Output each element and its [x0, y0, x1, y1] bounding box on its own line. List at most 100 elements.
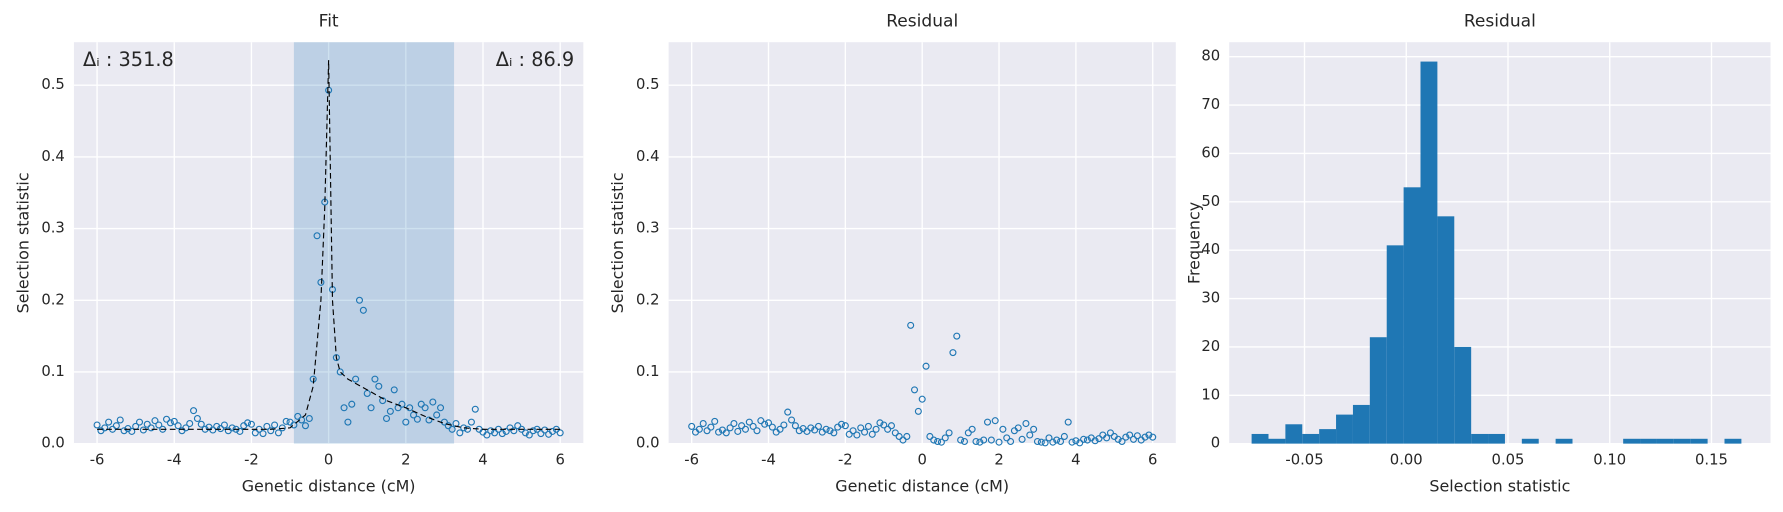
point: [891, 429, 899, 437]
point: [811, 426, 819, 434]
point: [1133, 432, 1141, 440]
point: [776, 425, 784, 433]
point: [934, 437, 942, 445]
point: [1030, 425, 1038, 433]
point: [294, 412, 302, 420]
x-tick-label: 6: [555, 452, 564, 469]
bar: [1555, 438, 1573, 444]
point: [1018, 435, 1026, 443]
point: [425, 416, 433, 424]
point: [795, 427, 803, 435]
point: [768, 423, 776, 431]
point: [872, 425, 880, 433]
point: [788, 416, 796, 424]
point: [290, 421, 298, 429]
point: [120, 427, 128, 435]
point: [968, 425, 976, 433]
bar: [1640, 438, 1657, 444]
x-tick-label: 0.00: [1390, 452, 1423, 469]
point: [845, 430, 853, 438]
point: [398, 400, 406, 408]
point: [899, 436, 907, 444]
point: [1007, 437, 1015, 445]
shaded-span: [293, 42, 455, 444]
bar: [1454, 346, 1472, 444]
point: [483, 431, 491, 439]
bar: [1285, 424, 1303, 444]
point: [197, 420, 205, 428]
point: [960, 437, 968, 445]
point: [695, 425, 703, 433]
bar: [1656, 438, 1674, 444]
point: [861, 428, 869, 436]
point: [1076, 439, 1084, 447]
point: [734, 427, 742, 435]
bar: [1369, 337, 1387, 444]
x-tick-label: 0.05: [1492, 452, 1525, 469]
point: [147, 424, 155, 432]
x-tick-label: 2: [994, 452, 1003, 469]
point: [313, 232, 321, 240]
x-tick-label: 2: [401, 452, 410, 469]
x-tick-label: -2: [838, 452, 853, 469]
point: [707, 423, 715, 431]
point: [355, 296, 364, 304]
point: [282, 417, 290, 425]
y-tick-label: 0.4: [41, 148, 64, 165]
point: [1083, 436, 1091, 444]
point: [128, 427, 136, 435]
point: [413, 415, 421, 423]
point: [780, 421, 788, 429]
point: [1041, 439, 1049, 447]
x-tick-label: -4: [761, 452, 776, 469]
point: [228, 424, 236, 432]
bar: [1623, 438, 1641, 444]
point: [918, 395, 926, 403]
bar: [1420, 61, 1438, 444]
point: [784, 408, 792, 416]
point: [556, 429, 564, 437]
bar: [1403, 187, 1421, 444]
bar: [1302, 433, 1320, 444]
y-tick-label: 60: [1201, 144, 1220, 161]
point: [209, 426, 217, 434]
point: [757, 417, 765, 425]
point: [371, 375, 379, 383]
y-tick-label: 40: [1201, 241, 1220, 258]
chart-title: Residual: [886, 12, 958, 32]
bar: [1386, 245, 1404, 444]
point: [999, 425, 1007, 433]
point: [1003, 434, 1011, 442]
point: [379, 397, 387, 405]
point: [305, 415, 313, 423]
point: [332, 354, 340, 362]
point: [738, 422, 746, 430]
point: [987, 436, 995, 444]
point: [244, 419, 252, 427]
point: [390, 386, 398, 394]
y-tick-label: 0.1: [41, 363, 64, 380]
point: [529, 427, 537, 435]
bar: [1673, 438, 1691, 444]
point: [1037, 438, 1045, 446]
point: [259, 430, 267, 438]
point: [247, 420, 255, 428]
point: [382, 415, 391, 423]
point: [352, 375, 360, 383]
y-tick-label: 0.4: [636, 148, 659, 165]
point: [1129, 435, 1138, 443]
bar: [1471, 433, 1489, 444]
point: [826, 427, 834, 435]
point: [375, 382, 383, 390]
point: [803, 427, 811, 435]
point: [1060, 432, 1068, 440]
point: [143, 420, 151, 428]
point: [163, 415, 171, 423]
point: [1068, 438, 1076, 446]
point: [336, 368, 344, 376]
point: [417, 400, 425, 408]
y-tick-label: 0.5: [41, 76, 64, 93]
point: [991, 417, 999, 425]
chart-title: Residual: [1464, 12, 1536, 32]
point: [957, 436, 965, 444]
